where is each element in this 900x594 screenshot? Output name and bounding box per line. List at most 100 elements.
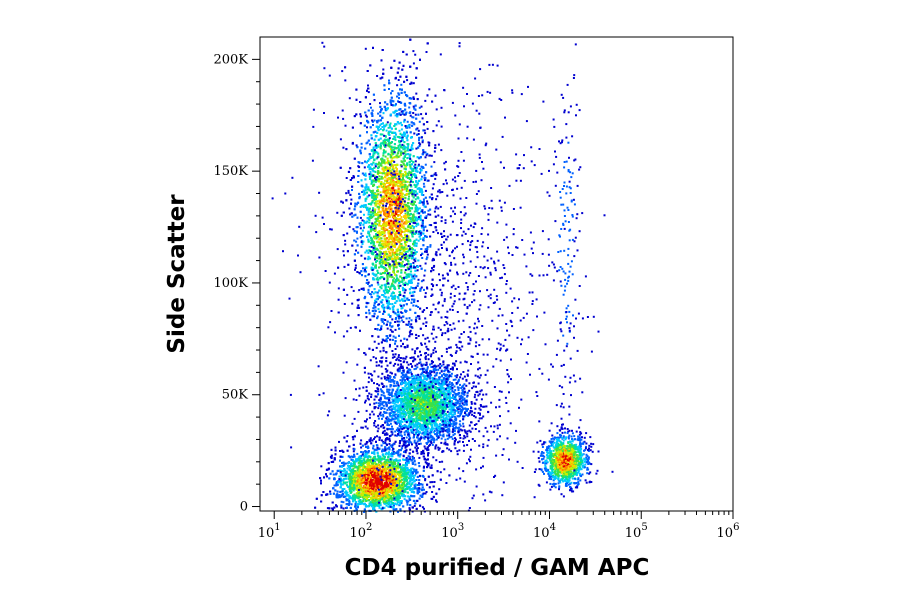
data-point <box>360 232 363 235</box>
data-point <box>412 291 414 294</box>
data-point <box>404 153 407 156</box>
data-point <box>409 308 412 311</box>
data-point <box>415 219 418 222</box>
data-point <box>391 257 394 260</box>
data-point <box>387 192 390 194</box>
data-point <box>358 289 361 292</box>
data-point <box>406 134 409 137</box>
data-point <box>376 269 379 272</box>
data-point <box>418 139 420 142</box>
data-point <box>402 315 405 318</box>
data-point <box>364 178 367 181</box>
data-point <box>404 150 407 153</box>
data-point <box>407 177 410 179</box>
data-point <box>402 180 405 183</box>
data-point <box>410 286 413 289</box>
data-point <box>398 206 400 209</box>
data-point <box>376 189 379 191</box>
data-point <box>420 210 422 213</box>
data-point <box>371 315 374 318</box>
data-point <box>394 281 397 284</box>
data-point <box>380 276 383 279</box>
data-point <box>357 314 360 317</box>
data-point <box>384 109 387 112</box>
data-point <box>409 273 412 276</box>
data-point <box>410 178 413 181</box>
data-point <box>384 286 387 289</box>
data-point <box>399 212 402 214</box>
data-point <box>422 211 425 214</box>
data-point <box>389 257 391 260</box>
data-point <box>419 287 422 290</box>
data-point <box>387 140 390 143</box>
data-point <box>411 235 414 238</box>
data-point <box>397 229 400 232</box>
data-point <box>401 196 404 198</box>
data-point <box>405 241 408 244</box>
data-point <box>404 171 407 173</box>
data-point <box>400 101 403 104</box>
data-point <box>389 254 392 257</box>
data-point <box>418 207 421 210</box>
data-point <box>367 208 370 211</box>
data-point <box>361 185 364 188</box>
data-point <box>410 220 413 223</box>
data-point <box>379 257 382 260</box>
data-point <box>394 336 397 339</box>
data-point <box>361 162 364 165</box>
data-point <box>382 289 385 292</box>
data-point <box>424 151 427 154</box>
data-point <box>391 227 394 230</box>
data-point <box>387 220 390 223</box>
data-point <box>374 224 377 227</box>
data-point <box>387 187 390 190</box>
data-point <box>375 204 377 206</box>
data-point <box>392 184 395 187</box>
data-point <box>426 179 429 182</box>
data-point <box>395 300 398 303</box>
data-point <box>404 197 407 200</box>
data-point <box>365 249 368 252</box>
data-point <box>395 227 398 230</box>
data-point <box>387 285 390 288</box>
data-point <box>395 177 398 180</box>
data-point <box>416 156 419 159</box>
data-point <box>390 285 393 288</box>
data-point <box>384 285 387 288</box>
data-point <box>387 186 390 189</box>
data-point <box>370 296 373 299</box>
data-point <box>351 185 354 188</box>
data-point <box>368 249 371 252</box>
data-point <box>437 143 440 146</box>
data-point <box>351 189 353 191</box>
data-point <box>378 262 381 265</box>
data-point <box>396 191 399 194</box>
data-point <box>389 145 392 148</box>
data-point <box>382 318 385 321</box>
data-point <box>413 107 416 110</box>
data-point <box>417 182 419 185</box>
data-point <box>380 341 383 344</box>
data-point <box>364 47 367 50</box>
data-point <box>376 131 379 134</box>
data-point <box>382 129 385 132</box>
data-point <box>422 232 425 235</box>
data-point <box>349 167 352 170</box>
data-point <box>371 200 374 203</box>
data-point <box>414 218 417 221</box>
data-point <box>410 176 413 178</box>
data-point <box>407 174 410 177</box>
data-point <box>394 287 397 290</box>
data-point <box>382 170 385 173</box>
data-point <box>382 190 385 193</box>
data-point <box>388 88 390 90</box>
data-point <box>389 251 392 254</box>
data-point <box>427 209 430 212</box>
data-point <box>376 200 379 203</box>
data-point <box>408 288 411 291</box>
data-point <box>398 228 401 231</box>
data-point <box>384 241 387 244</box>
data-point <box>395 317 398 319</box>
data-point <box>385 335 388 338</box>
data-point <box>405 111 408 114</box>
